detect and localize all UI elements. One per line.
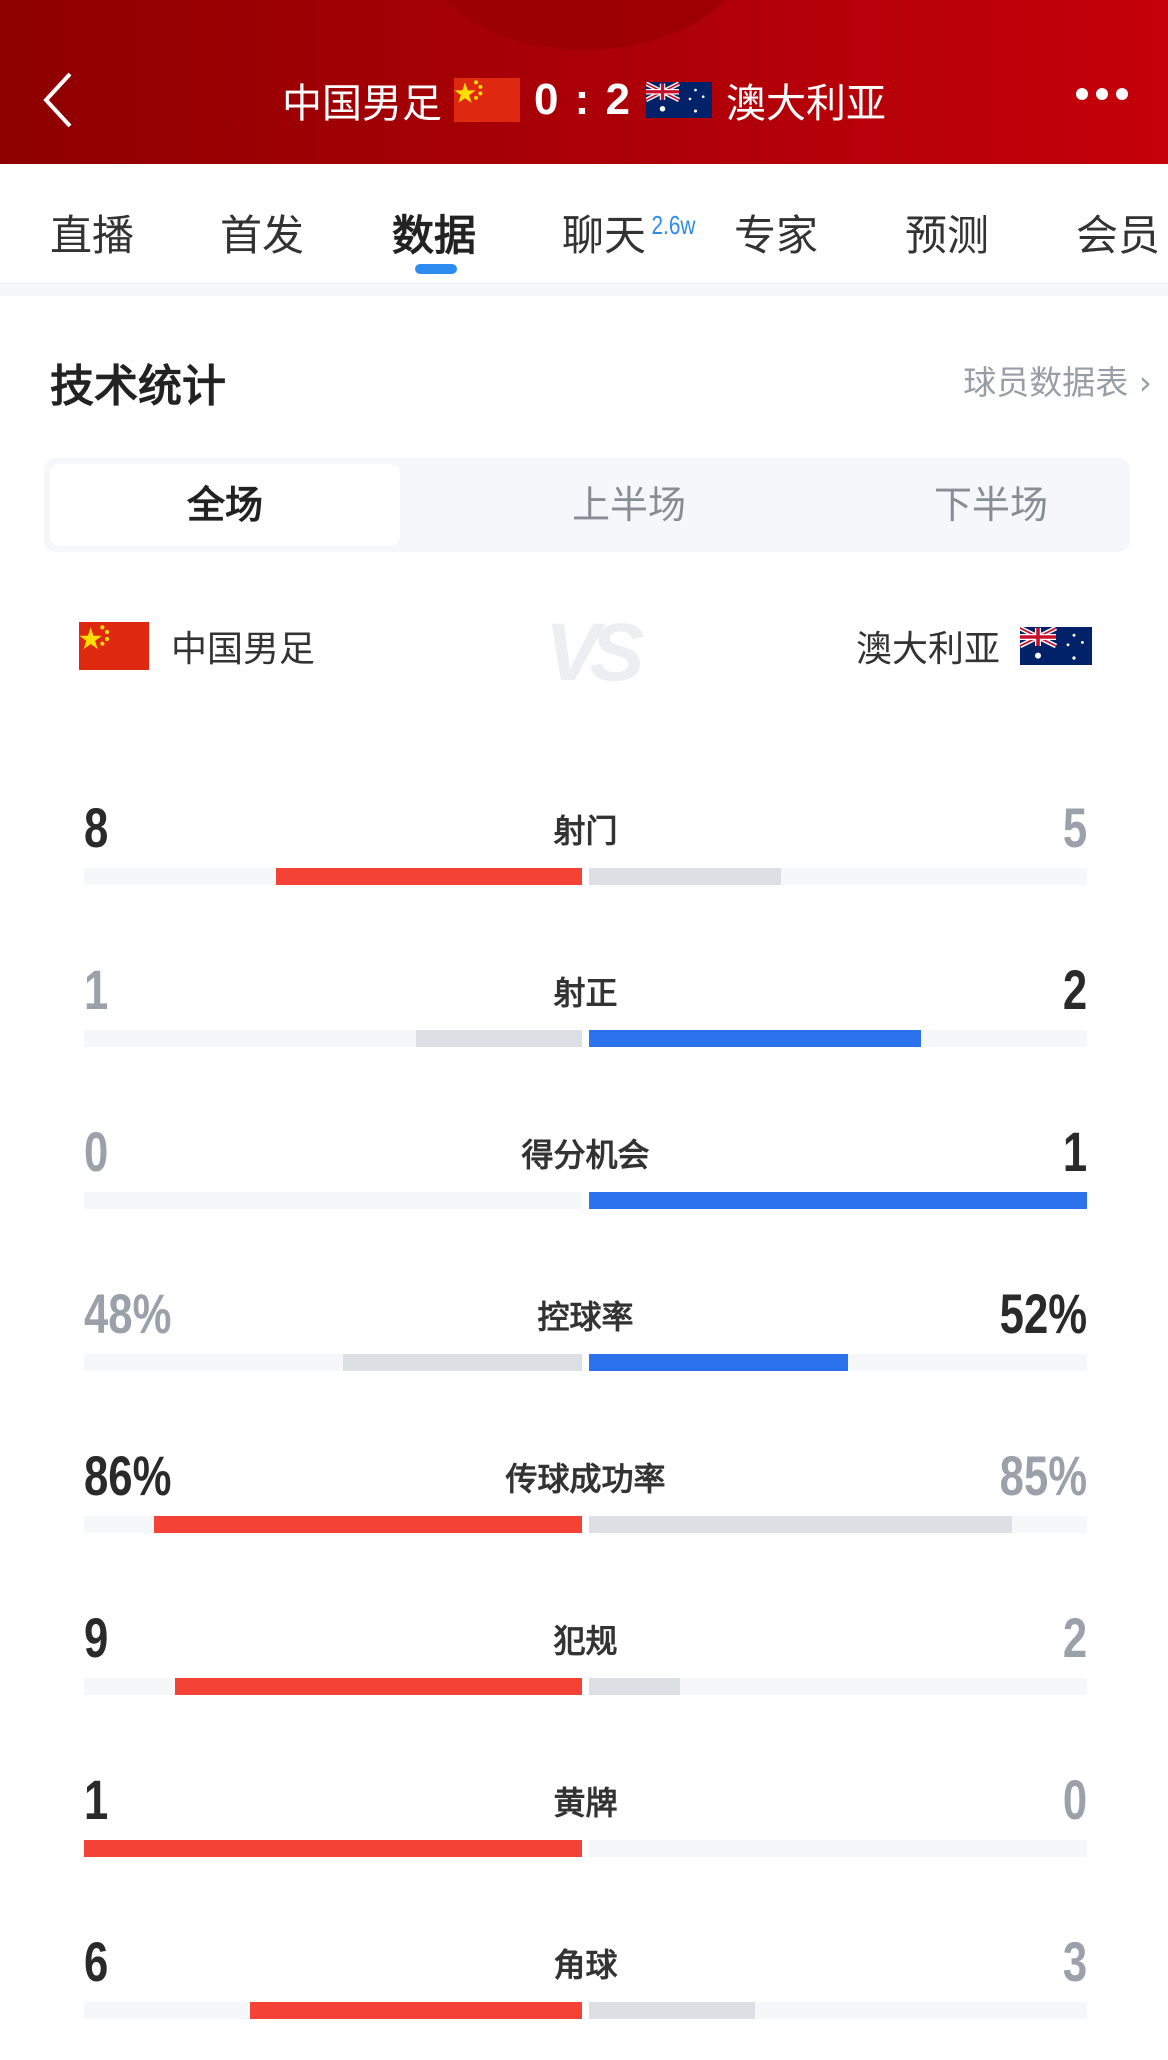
stat-row: 1 射正 2 xyxy=(84,958,1087,1078)
home-bar xyxy=(153,1516,582,1533)
period-selector: 全场 上半场 下半场 xyxy=(44,458,1130,552)
home-bar-track xyxy=(84,1192,582,1209)
stat-row: 8 射门 5 xyxy=(84,796,1087,916)
away-team: 澳大利亚 xyxy=(856,620,1092,672)
away-value: 0 xyxy=(1062,1768,1087,1831)
home-bar xyxy=(249,2002,582,2019)
back-icon[interactable] xyxy=(40,70,80,130)
away-bar xyxy=(589,1192,1087,1209)
stat-label: 射门 xyxy=(553,812,618,850)
home-bar xyxy=(84,1840,582,1857)
tab-predict[interactable]: 预测 xyxy=(905,211,990,260)
home-value: 8 xyxy=(84,796,109,859)
home-bar-track xyxy=(84,1030,582,1047)
home-value: 6 xyxy=(84,1930,109,1993)
chevron-right-icon: › xyxy=(1138,363,1152,402)
away-bar-track xyxy=(589,1192,1087,1209)
stat-label: 犯规 xyxy=(553,1622,618,1660)
away-bar xyxy=(589,1678,680,1695)
away-value: 2 xyxy=(1062,958,1087,1021)
home-value: 86% xyxy=(84,1444,172,1507)
home-value: 9 xyxy=(84,1606,109,1669)
home-value: 0 xyxy=(84,1120,109,1183)
away-bar-track xyxy=(589,2002,1087,2019)
stat-label: 控球率 xyxy=(537,1298,634,1336)
away-bar-track xyxy=(589,1516,1087,1533)
score: 0 : 2 xyxy=(533,75,633,124)
away-bar-track xyxy=(589,1840,1087,1857)
tab-experts[interactable]: 专家 xyxy=(734,211,819,260)
home-bar xyxy=(275,868,582,885)
stat-row: 1 黄牌 0 xyxy=(84,1768,1087,1888)
away-value: 2 xyxy=(1062,1606,1087,1669)
stat-label: 得分机会 xyxy=(521,1136,650,1174)
china-flag-icon xyxy=(79,622,149,670)
away-team-name: 澳大利亚 xyxy=(726,81,887,127)
away-bar xyxy=(589,2002,755,2019)
home-bar-track xyxy=(84,2002,582,2019)
match-header: 中国男足 0 : 2 澳大利亚 xyxy=(0,0,1168,164)
player-stats-link[interactable]: 球员数据表 › xyxy=(963,363,1152,402)
tab-lineup[interactable]: 首发 xyxy=(220,211,305,260)
period-first-half[interactable]: 上半场 xyxy=(571,483,686,527)
away-value: 1 xyxy=(1062,1120,1087,1183)
australia-flag-icon xyxy=(646,82,713,118)
china-flag-icon xyxy=(453,78,520,122)
tab-data[interactable]: 数据 xyxy=(392,211,477,260)
home-bar xyxy=(342,1354,582,1371)
away-value: 52% xyxy=(999,1282,1087,1345)
home-bar xyxy=(174,1678,582,1695)
home-team: 中国男足 xyxy=(79,620,315,672)
away-bar xyxy=(589,1354,848,1371)
home-bar-track xyxy=(84,1678,582,1695)
stat-label: 传球成功率 xyxy=(505,1460,666,1498)
home-bar-track xyxy=(84,1516,582,1533)
tab-vip[interactable]: 会员 xyxy=(1076,211,1161,260)
home-team-label: 中国男足 xyxy=(171,629,316,670)
section-title: 技术统计 xyxy=(50,361,226,412)
home-bar-track xyxy=(84,1354,582,1371)
away-bar-track xyxy=(589,1678,1087,1695)
away-bar-track xyxy=(589,1030,1087,1047)
away-value: 85% xyxy=(999,1444,1087,1507)
period-second-half[interactable]: 下半场 xyxy=(933,483,1048,527)
tab-bar: 直播 首发 数据 聊天 2.6w 专家 预测 会员 xyxy=(0,164,1168,284)
away-value: 5 xyxy=(1062,796,1087,859)
tab-live[interactable]: 直播 xyxy=(50,211,135,260)
active-tab-indicator xyxy=(415,264,457,274)
chat-count-badge: 2.6w xyxy=(651,210,696,240)
more-options-icon[interactable] xyxy=(1076,88,1128,100)
tab-chat[interactable]: 聊天 2.6w xyxy=(562,210,696,260)
away-bar xyxy=(589,1030,922,1047)
match-title: 中国男足 0 : 2 澳大利亚 xyxy=(0,72,1168,128)
vs-logo: VS xyxy=(545,607,644,698)
away-bar xyxy=(589,868,781,885)
stat-label: 射正 xyxy=(553,974,618,1012)
stat-row: 48% 控球率 52% xyxy=(84,1282,1087,1402)
home-value: 1 xyxy=(84,1768,109,1831)
away-team-label: 澳大利亚 xyxy=(855,629,1000,670)
stat-label: 黄牌 xyxy=(553,1784,618,1822)
away-bar-track xyxy=(589,868,1087,885)
stat-row: 6 角球 3 xyxy=(84,1930,1087,2050)
home-bar-track xyxy=(84,1840,582,1857)
away-value: 3 xyxy=(1062,1930,1087,1993)
australia-flag-icon xyxy=(1020,627,1092,665)
stat-label: 角球 xyxy=(553,1946,618,1984)
divider xyxy=(0,284,1168,296)
home-value: 48% xyxy=(84,1282,172,1345)
stat-row: 0 得分机会 1 xyxy=(84,1120,1087,1240)
stat-row: 9 犯规 2 xyxy=(84,1606,1087,1726)
home-value: 1 xyxy=(84,958,109,1021)
header-decoration xyxy=(420,0,750,50)
period-full[interactable]: 全场 xyxy=(50,464,400,546)
home-bar-track xyxy=(84,868,582,885)
home-team-name: 中国男足 xyxy=(281,81,442,127)
stat-row: 86% 传球成功率 85% xyxy=(84,1444,1087,1564)
home-bar xyxy=(416,1030,582,1047)
away-bar xyxy=(589,1516,1013,1533)
away-bar-track xyxy=(589,1354,1087,1371)
